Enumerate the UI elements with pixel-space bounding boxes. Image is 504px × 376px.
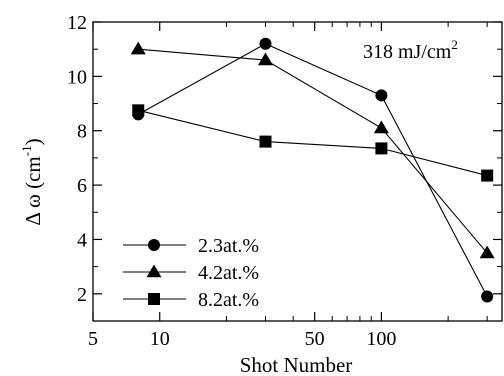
legend-item: 2.3at.% [123, 235, 259, 257]
legend-item: 8.2at.% [123, 289, 259, 311]
tick-labels: 5 10 50 100 2 4 6 8 10 12 [67, 12, 396, 350]
data-point-circle [375, 89, 388, 102]
y-tick-label: 10 [67, 66, 87, 88]
y-tick-label: 8 [77, 121, 87, 143]
legend-item: 4.2at.% [123, 262, 259, 284]
data-point-triangle [257, 52, 273, 66]
series-square [132, 104, 494, 182]
y-tick-label: 6 [77, 175, 87, 197]
plot-frame [92, 21, 503, 322]
x-tick-label: 10 [150, 328, 170, 350]
data-point-triangle [130, 41, 146, 55]
legend-label: 4.2at.% [198, 262, 259, 284]
y-tick-label: 4 [77, 229, 87, 251]
data-point-square [375, 142, 388, 155]
series-line [138, 48, 488, 254]
y-axis-label: Δ ω (cm-1) [19, 138, 45, 225]
data-point-circle [481, 290, 494, 303]
data-point-triangle [373, 120, 389, 134]
data-point-square [481, 169, 494, 182]
y-tick-label: 12 [67, 12, 87, 34]
data-point-triangle [479, 245, 495, 259]
series-line [138, 109, 488, 177]
x-axis-label: Shot Number [240, 353, 353, 376]
legend-label: 2.3at.% [198, 235, 259, 257]
y-tick-label: 2 [77, 284, 87, 306]
legend-marker-triangle [146, 264, 162, 278]
x-tick-label: 100 [366, 328, 396, 350]
series-triangle [130, 41, 495, 259]
series-line [137, 43, 488, 297]
legend: 2.3at.% 4.2at.% 8.2at.% [123, 235, 259, 311]
data-point-square [132, 104, 145, 117]
data-point-square [259, 135, 272, 148]
energy-annotation: 318 mJ/cm2 [363, 37, 458, 63]
x-tick-label: 5 [88, 328, 98, 350]
legend-label: 8.2at.% [198, 289, 259, 311]
series-circle [132, 37, 494, 303]
legend-marker-circle [148, 239, 160, 251]
data-point-circle [259, 37, 272, 50]
series-layer [130, 37, 495, 303]
x-tick-label: 50 [305, 328, 325, 350]
legend-marker-square [148, 293, 160, 305]
